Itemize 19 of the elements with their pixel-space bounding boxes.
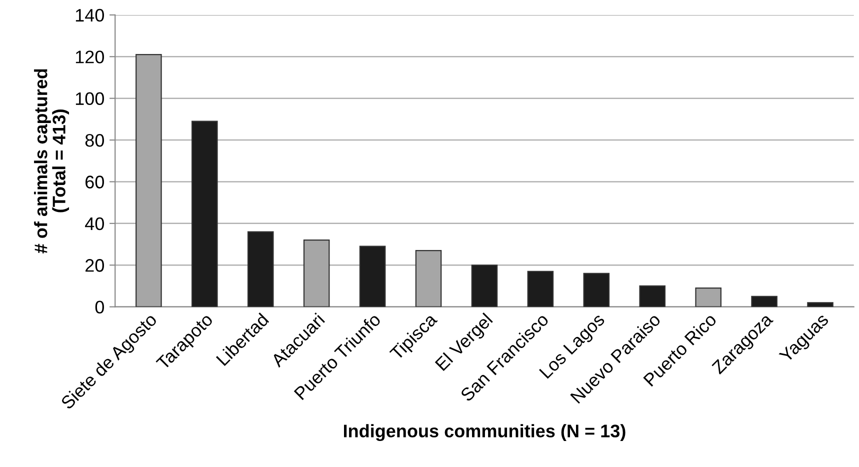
bar bbox=[247, 231, 274, 307]
y-tick-label: 60 bbox=[86, 176, 104, 188]
y-tick-label: 80 bbox=[85, 134, 104, 147]
bar bbox=[471, 264, 498, 307]
bar bbox=[807, 302, 834, 307]
y-tick-label: 20 bbox=[86, 259, 104, 272]
y-tick-label: 140 bbox=[76, 8, 104, 22]
y-tick-label: 100 bbox=[76, 92, 104, 106]
y-axis-title: # of animals captured (Total = 413) bbox=[34, 69, 70, 254]
y-tick-label: 40 bbox=[85, 217, 104, 230]
bar bbox=[527, 270, 554, 307]
bar bbox=[583, 272, 610, 307]
bar bbox=[359, 246, 386, 307]
y-tick-label: 0 bbox=[95, 300, 104, 314]
bar bbox=[751, 296, 778, 307]
bar bbox=[192, 120, 218, 307]
x-axis-title: Indigenous communities (N = 13) bbox=[344, 424, 626, 442]
y-tick-label: 120 bbox=[76, 50, 104, 64]
bar bbox=[639, 285, 666, 307]
